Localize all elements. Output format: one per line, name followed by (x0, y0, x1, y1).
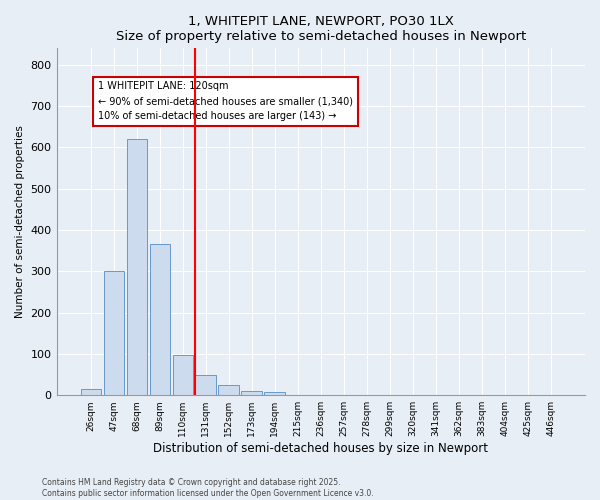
X-axis label: Distribution of semi-detached houses by size in Newport: Distribution of semi-detached houses by … (153, 442, 488, 455)
Bar (241, 391, 262, 395)
Bar (104, 272, 124, 395)
Title: 1, WHITEPIT LANE, NEWPORT, PO30 1LX
Size of property relative to semi-detached h: 1, WHITEPIT LANE, NEWPORT, PO30 1LX Size… (116, 15, 526, 43)
Bar (127, 139, 147, 395)
Y-axis label: Number of semi-detached properties: Number of semi-detached properties (15, 126, 25, 318)
Text: Contains HM Land Registry data © Crown copyright and database right 2025.
Contai: Contains HM Land Registry data © Crown c… (42, 478, 374, 498)
Bar (173, 355, 193, 395)
Bar (265, 392, 285, 395)
Bar (196, 374, 216, 395)
Bar (149, 244, 170, 395)
Bar (218, 385, 239, 395)
Text: 1 WHITEPIT LANE: 120sqm
← 90% of semi-detached houses are smaller (1,340)
10% of: 1 WHITEPIT LANE: 120sqm ← 90% of semi-de… (98, 82, 353, 121)
Bar (80, 390, 101, 395)
